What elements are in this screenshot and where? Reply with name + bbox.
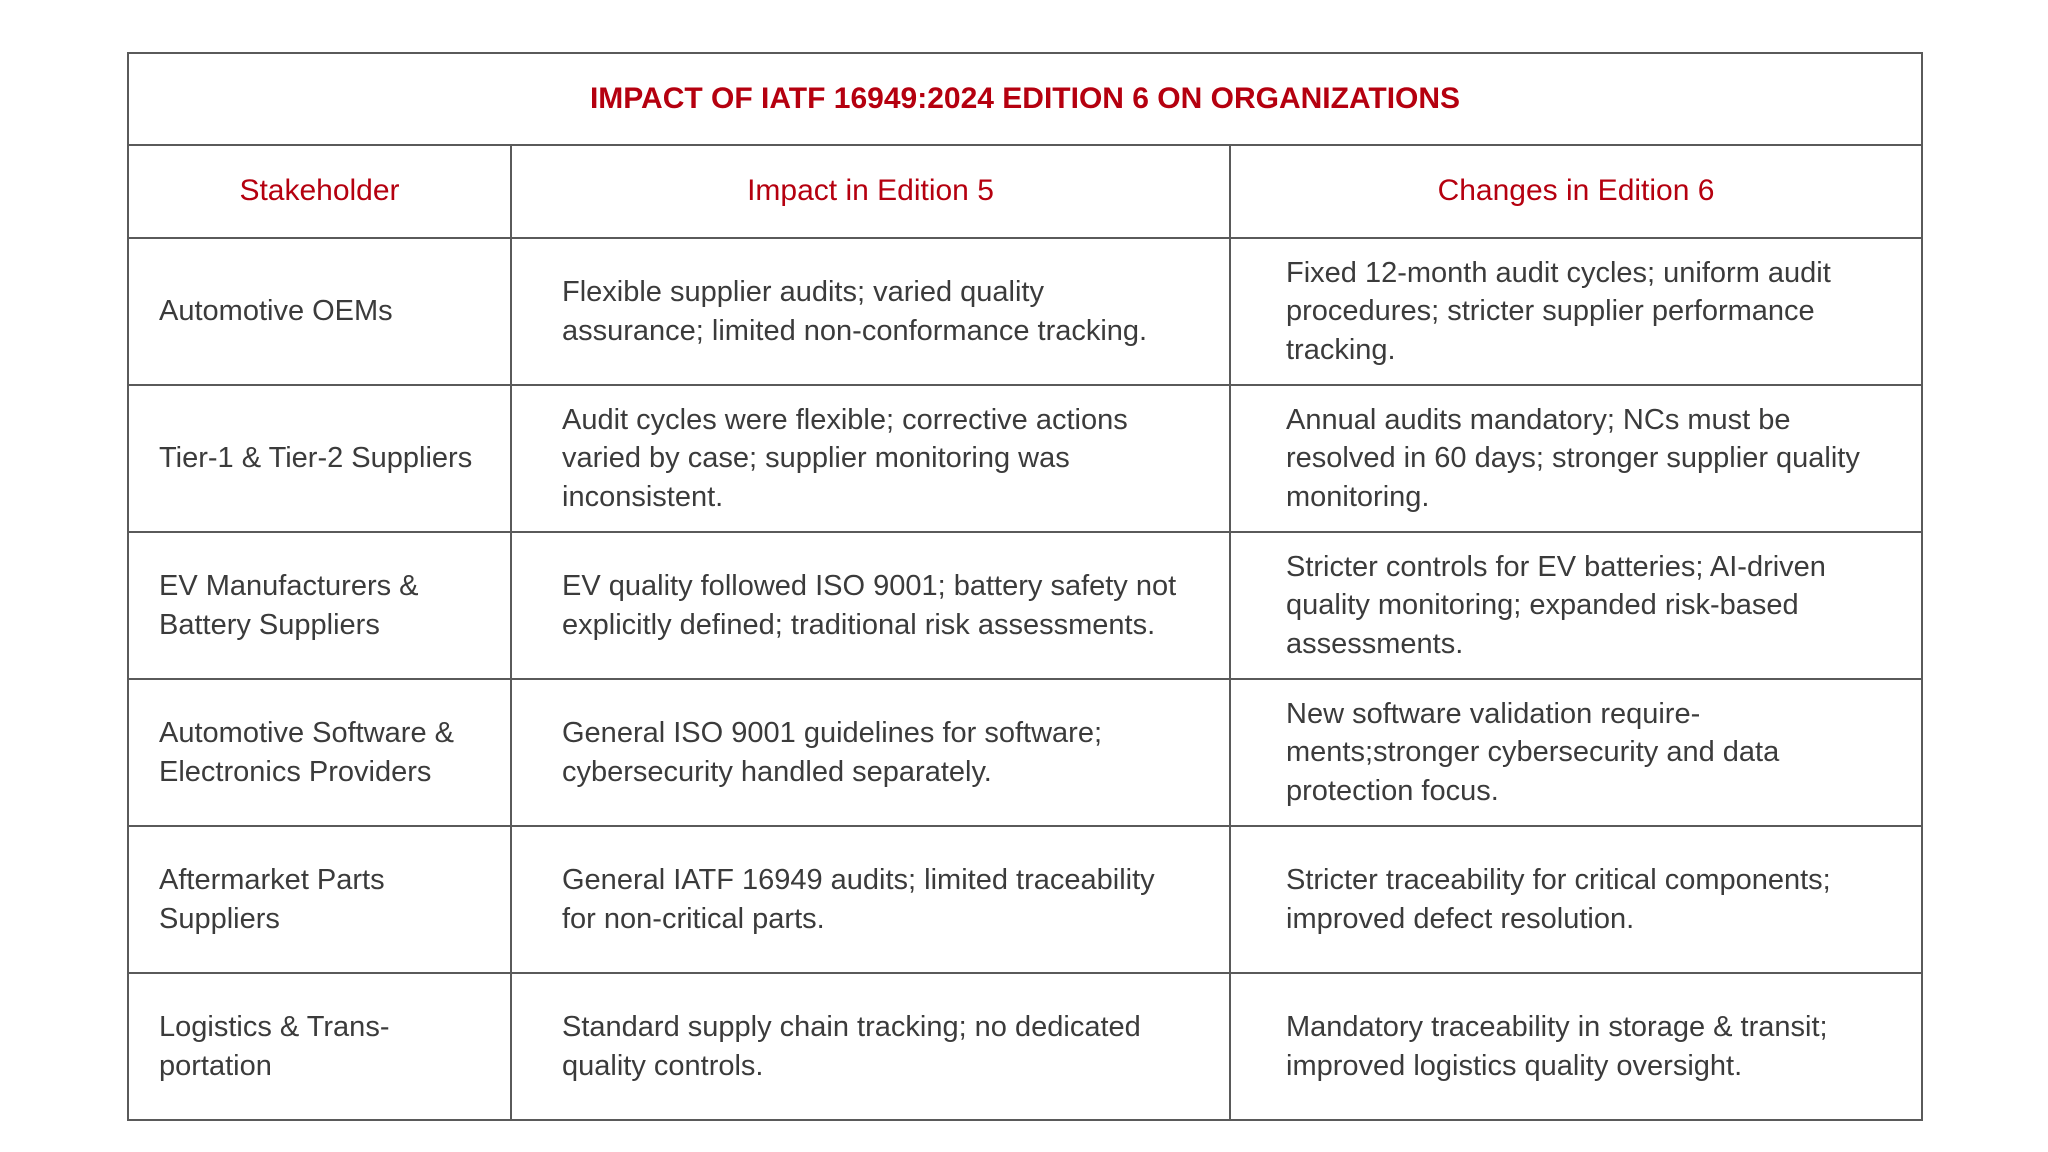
header-edition5: Impact in Edition 5 (510, 144, 1231, 239)
impact-table: IMPACT OF IATF 16949:2024 EDITION 6 ON O… (126, 52, 1924, 1121)
edition6-cell: Mandatory traceability in storage & tran… (1228, 972, 1924, 1121)
header-edition6: Changes in Edition 6 (1228, 144, 1924, 239)
stakeholder-cell: Automotive Software & Electronics Provid… (127, 678, 512, 827)
stakeholder-cell: Aftermarket Parts Suppliers (127, 825, 512, 974)
table-row: Automotive OEMs Flexible supplier audits… (127, 237, 1924, 386)
table-row: Tier-1 & Tier-2 Suppliers Audit cycles w… (127, 384, 1924, 533)
edition5-cell: General ISO 9001 guidelines for software… (510, 678, 1231, 827)
edition5-cell: Audit cycles were flexible; corrective a… (510, 384, 1231, 533)
edition6-cell: Annual audits mandatory; NCs must be res… (1228, 384, 1924, 533)
table-row: Logistics & Trans-portation Standard sup… (127, 972, 1924, 1121)
header-stakeholder: Stakeholder (127, 144, 512, 239)
edition5-cell: EV quality followed ISO 9001; battery sa… (510, 531, 1231, 680)
edition6-cell: New software validation require-ments;st… (1228, 678, 1924, 827)
table-row: Aftermarket Parts Suppliers General IATF… (127, 825, 1924, 974)
edition5-cell: Flexible supplier audits; varied quality… (510, 237, 1231, 386)
table-row: Automotive Software & Electronics Provid… (127, 678, 1924, 827)
edition6-cell: Fixed 12-month audit cycles; uniform aud… (1228, 237, 1924, 386)
stakeholder-cell: Tier-1 & Tier-2 Suppliers (127, 384, 512, 533)
edition6-cell: Stricter controls for EV batteries; AI-d… (1228, 531, 1924, 680)
stakeholder-cell: EV Manufacturers & Battery Suppliers (127, 531, 512, 680)
edition5-cell: Standard supply chain tracking; no dedic… (510, 972, 1231, 1121)
stakeholder-cell: Automotive OEMs (127, 237, 512, 386)
stakeholder-cell: Logistics & Trans-portation (127, 972, 512, 1121)
edition5-cell: General IATF 16949 audits; limited trace… (510, 825, 1231, 974)
edition6-cell: Stricter traceability for critical compo… (1228, 825, 1924, 974)
table-row: EV Manufacturers & Battery Suppliers EV … (127, 531, 1924, 680)
table-title: IMPACT OF IATF 16949:2024 EDITION 6 ON O… (126, 52, 1924, 146)
